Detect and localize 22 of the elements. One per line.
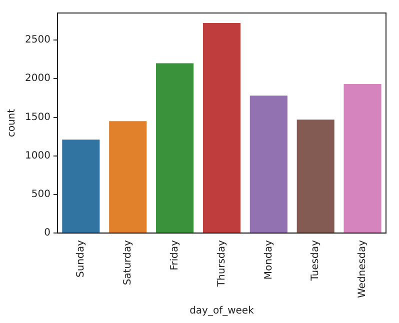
y-tick-label: 1000 bbox=[24, 150, 50, 162]
bar bbox=[62, 140, 100, 233]
y-tick-label: 500 bbox=[31, 189, 50, 200]
bar bbox=[156, 63, 194, 233]
y-tick-label: 0 bbox=[44, 228, 50, 239]
bar bbox=[296, 120, 334, 233]
bar bbox=[109, 121, 147, 233]
y-tick-label: 2000 bbox=[24, 73, 50, 84]
x-axis-title: day_of_week bbox=[190, 306, 254, 317]
x-tick-label: Monday bbox=[263, 240, 274, 280]
x-tick-label: Tuesday bbox=[310, 240, 322, 282]
y-tick-label: 1500 bbox=[24, 112, 50, 123]
x-tick-label: Saturday bbox=[122, 240, 134, 286]
bar bbox=[202, 23, 240, 233]
y-axis-title: count bbox=[6, 108, 18, 138]
y-tick-label: 2500 bbox=[24, 34, 50, 46]
x-tick-label: Friday bbox=[169, 240, 180, 270]
x-tick-label: Sunday bbox=[76, 240, 87, 278]
x-tick-label: Wednesday bbox=[357, 240, 368, 298]
bar bbox=[344, 84, 382, 233]
bar bbox=[250, 96, 288, 233]
x-tick-label: Thursday bbox=[216, 240, 228, 288]
